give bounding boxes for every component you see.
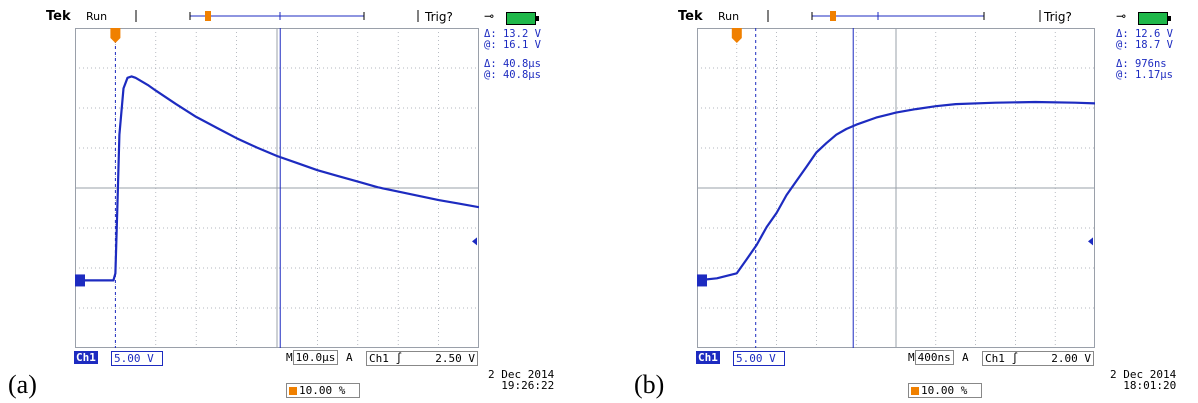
cursor-readouts: Δ: 12.6 V @: 18.7 V Δ: 976ns @: 1.17μs [1116, 29, 1173, 81]
cursor-readout-row: Δ: 976ns [1116, 58, 1167, 70]
waveform-display-b [697, 28, 1095, 348]
timestamp: 2 Dec 2014 19:26:22 [488, 368, 555, 392]
trigger-slope-icon: ∫ [1011, 352, 1019, 365]
waveform-trace [697, 100, 1095, 282]
cursor-readouts: Δ: 13.2 V @: 16.1 V Δ: 40.8μs @: 40.8μs [484, 29, 541, 81]
trigger-position: 10.00 % [908, 383, 983, 398]
battery-icon [1138, 12, 1171, 25]
run-status: Run [86, 10, 108, 23]
channel-tag: Ch1 [696, 351, 720, 364]
trigger-mode: A [346, 351, 353, 364]
timebase-readout: M 10.0μs [286, 350, 339, 365]
cursor-readout-row: Δ: 13.2 V [484, 28, 541, 40]
trigger-mode: A [962, 351, 969, 364]
trigger-level-arrow [472, 237, 477, 246]
channel-1-marker [697, 274, 707, 287]
record-position-bar [135, 10, 419, 22]
cursor-readout-row: Δ: 12.6 V [1116, 28, 1173, 40]
waveform-trace [75, 75, 479, 282]
channel-tag: Ch1 [74, 351, 98, 364]
timebase-readout: M 400ns [908, 350, 954, 365]
trigger-status: Trig? [1044, 10, 1072, 24]
figure-label-a: (a) [8, 370, 37, 399]
brand-logo: Tek [46, 9, 71, 24]
brand-logo: Tek [678, 9, 703, 24]
trigger-position-marker [731, 28, 742, 43]
figure-label-b: (b) [634, 370, 665, 399]
trigger-position: 10.00 % [286, 383, 361, 398]
trigger-position-marker [110, 28, 121, 43]
trigger-status: Trig? [425, 10, 453, 24]
timestamp: 2 Dec 2014 18:01:20 [1110, 368, 1177, 392]
record-position-bar [767, 10, 1041, 22]
waveform-display-a [75, 28, 479, 348]
cursor-readout-row: @: 16.1 V [484, 39, 541, 51]
volts-per-div: 5.00 V [111, 351, 163, 366]
cursor-readout-row: @: 1.17μs [1116, 69, 1173, 81]
power-plug-icon: ⊸ [1116, 9, 1127, 23]
trigger-level-arrow [1088, 237, 1093, 246]
volts-per-div: 5.00 V [733, 351, 785, 366]
cursor-readout-row: Δ: 40.8μs [484, 58, 541, 70]
run-status: Run [718, 10, 740, 23]
power-plug-icon: ⊸ [484, 9, 495, 23]
cursor-readout-row: @: 40.8μs [484, 69, 541, 81]
battery-icon [506, 12, 539, 25]
oscilloscope-panel-a: Tek Run Trig? ⊸ Δ: 13.2 V @: 16.1 V Δ: 4… [0, 0, 560, 403]
trigger-settings: Ch1 ∫ 2.00 V [982, 351, 1094, 366]
oscilloscope-panel-b: Tek Run Trig? ⊸ Δ: 12.6 V @: 18.7 V Δ: 9… [632, 0, 1192, 403]
trigger-settings: Ch1 ∫ 2.50 V [366, 351, 478, 366]
trigger-slope-icon: ∫ [395, 352, 403, 365]
cursor-readout-row: @: 18.7 V [1116, 39, 1173, 51]
channel-1-marker [75, 274, 85, 287]
